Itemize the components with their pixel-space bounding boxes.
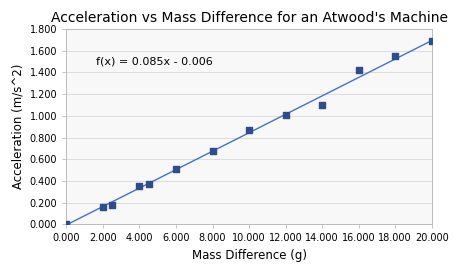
Point: [136, 184, 143, 189]
Point: [209, 148, 216, 153]
X-axis label: Mass Difference (g): Mass Difference (g): [191, 249, 307, 262]
Point: [355, 68, 363, 72]
Point: [99, 205, 107, 209]
Point: [108, 203, 116, 207]
Point: [245, 128, 253, 132]
Point: [63, 222, 70, 227]
Point: [392, 54, 399, 58]
Point: [282, 112, 290, 117]
Point: [145, 182, 152, 186]
Point: [319, 103, 326, 107]
Point: [172, 167, 180, 171]
Title: Acceleration vs Mass Difference for an Atwood's Machine: Acceleration vs Mass Difference for an A…: [51, 11, 447, 25]
Point: [428, 39, 436, 43]
Text: f(x) = 0.085x - 0.006: f(x) = 0.085x - 0.006: [96, 56, 212, 66]
Y-axis label: Acceleration (m/s^2): Acceleration (m/s^2): [11, 64, 24, 189]
